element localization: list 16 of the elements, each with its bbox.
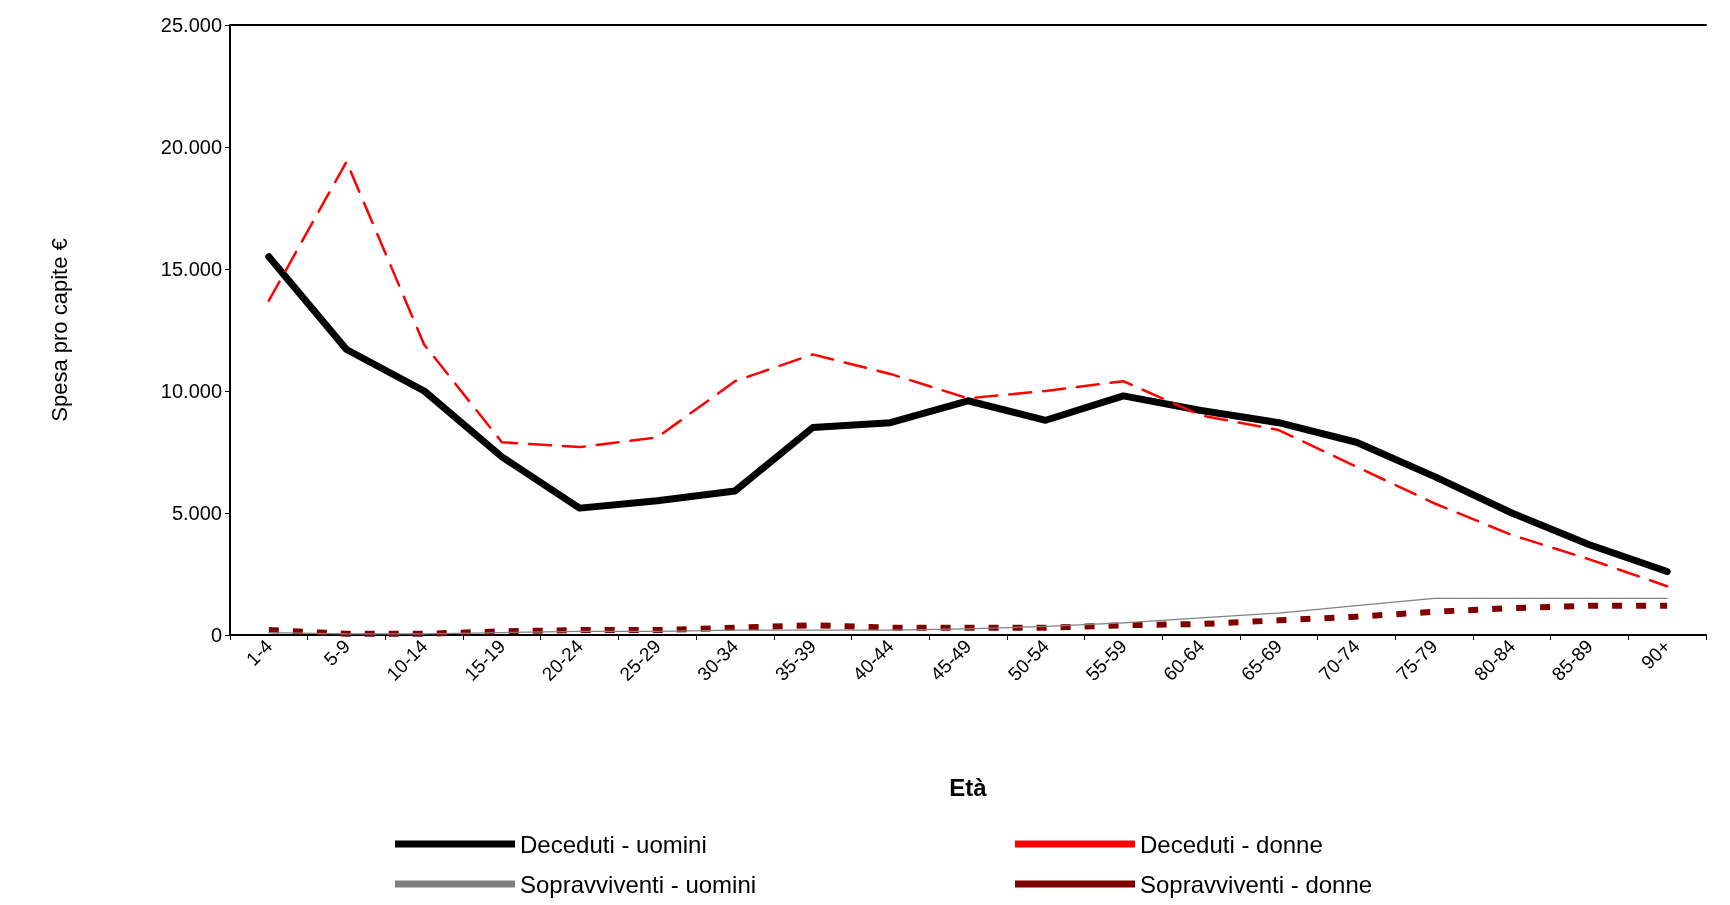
y-tick-label: 5.000 [171,502,222,524]
x-axis-title: Età [949,773,988,801]
legend-label: Deceduti - uomini [520,830,707,858]
y-tick-label: 15.000 [160,258,222,280]
legend-label: Sopravviventi - uomini [520,870,757,898]
x-tick-label: 5-9 [319,635,354,670]
y-axis-title: Spesa pro capite € [46,238,72,422]
x-tick-label: 90+ [1636,635,1675,674]
legend-label: Deceduti - donne [1140,830,1323,858]
y-tick-label: 20.000 [160,136,222,158]
x-tick-label: 1-4 [242,635,277,670]
y-tick-label: 25.000 [160,14,222,36]
line-series [267,160,1669,588]
legend-label: Sopravviventi - donne [1140,870,1373,898]
y-tick-label: 10.000 [160,380,222,402]
y-tick-label: 0 [210,624,222,646]
